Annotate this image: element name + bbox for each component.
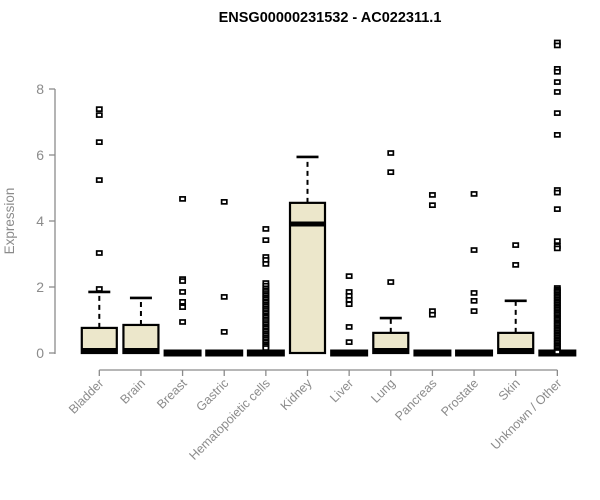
outlier-point-unknown-other: [553, 349, 561, 355]
flat-box-liver: [330, 349, 369, 357]
y-tick-label-2: 2: [36, 279, 44, 295]
outlier-point-bladder: [95, 250, 103, 256]
outlier-point-unknown-other: [553, 238, 561, 244]
outlier-point-liver: [345, 324, 353, 330]
outlier-point-skin: [512, 242, 520, 248]
x-tick-label-bladder: Bladder: [66, 376, 106, 416]
flat-box-breast: [163, 349, 202, 357]
outlier-point-bladder: [95, 112, 103, 118]
outlier-point-lung: [387, 279, 395, 285]
outlier-point-unknown-other: [553, 42, 561, 49]
outlier-point-liver: [345, 297, 353, 303]
x-tick-label-unknown-other: Unknown / Other: [488, 376, 564, 452]
outlier-point-bladder: [95, 106, 103, 112]
outlier-point-bladder: [95, 139, 103, 145]
x-tick-label-liver: Liver: [327, 376, 356, 405]
y-tick-label-4: 4: [36, 213, 44, 229]
outlier-point-hematopoietic-cells: [262, 226, 270, 232]
x-tick-label-gastric: Gastric: [193, 376, 231, 414]
outlier-point-hematopoietic-cells: [262, 345, 270, 351]
outlier-point-unknown-other: [553, 206, 561, 212]
outlier-point-unknown-other: [553, 132, 561, 138]
outlier-point-lung: [387, 169, 395, 176]
outlier-point-breast: [179, 319, 187, 325]
outlier-point-prostate: [470, 308, 478, 314]
flat-box-gastric: [205, 349, 244, 357]
x-tick-label-hematopoietic-cells: Hematopoietic cells: [186, 376, 273, 463]
y-tick-label-0: 0: [36, 345, 44, 361]
outlier-point-prostate: [470, 191, 478, 197]
outlier-point-unknown-other: [553, 245, 561, 252]
chart-title: ENSG00000231532 - AC022311.1: [219, 10, 442, 26]
flat-box-prostate: [455, 349, 494, 357]
outlier-point-liver: [345, 339, 353, 345]
outlier-point-liver: [345, 301, 353, 308]
x-tick-label-kidney: Kidney: [278, 376, 315, 413]
x-tick-label-breast: Breast: [154, 376, 190, 412]
outlier-point-skin: [512, 262, 520, 268]
outlier-point-bladder: [95, 177, 103, 183]
outlier-point-unknown-other: [553, 68, 561, 75]
box-kidney: [288, 201, 327, 355]
outlier-point-breast: [179, 304, 187, 310]
y-axis-label: Expression: [2, 188, 17, 255]
y-axis: 0 2 4 6 8: [36, 81, 56, 361]
outlier-point-breast: [179, 299, 187, 305]
outlier-point-breast: [179, 278, 187, 284]
outlier-point-gastric: [220, 329, 228, 335]
outlier-point-gastric: [220, 199, 228, 205]
outlier-point-liver: [345, 273, 353, 279]
x-tick-label-lung: Lung: [368, 376, 398, 406]
x-tick-label-skin: Skin: [496, 376, 523, 403]
outlier-point-breast: [179, 196, 187, 202]
outlier-point-gastric: [220, 294, 228, 300]
outlier-point-bladder: [95, 286, 103, 292]
outlier-point-prostate: [470, 298, 478, 304]
y-tick-label-6: 6: [36, 147, 44, 163]
y-tick-label-8: 8: [36, 81, 44, 97]
x-tick-label-pancreas: Pancreas: [392, 376, 439, 423]
outlier-point-pancreas: [428, 202, 436, 209]
outlier-point-breast: [179, 289, 187, 295]
outlier-point-hematopoietic-cells: [262, 237, 270, 243]
x-tick-label-brain: Brain: [118, 376, 149, 407]
outlier-point-unknown-other: [553, 79, 561, 85]
outlier-point-prostate: [470, 247, 478, 253]
outlier-point-unknown-other: [553, 89, 561, 95]
outlier-point-pancreas: [428, 192, 436, 198]
x-tick-label-prostate: Prostate: [438, 376, 481, 419]
outlier-point-hematopoietic-cells: [262, 261, 270, 267]
outlier-point-unknown-other: [553, 189, 561, 196]
outlier-point-unknown-other: [553, 110, 561, 116]
plot-area: [80, 39, 577, 357]
outlier-point-pancreas: [428, 311, 436, 318]
outlier-point-prostate: [470, 290, 478, 296]
flat-box-hematopoietic-cells: [246, 349, 285, 357]
outlier-point-lung: [387, 150, 395, 156]
flat-box-pancreas: [413, 349, 452, 357]
